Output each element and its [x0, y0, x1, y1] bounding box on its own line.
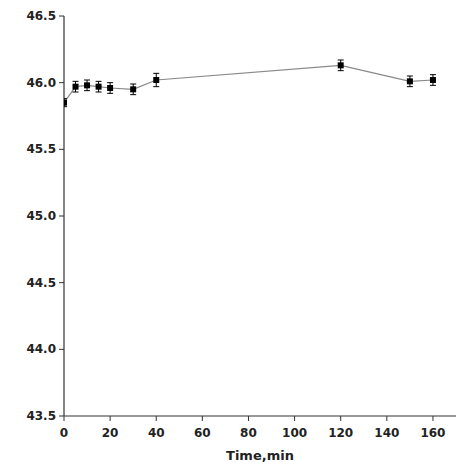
- axes: 0 20 40 60 80 100 120 140 160 43.5 44.0 44.5 45.0 45.…: [26, 9, 456, 440]
- x-tick: [386, 416, 387, 421]
- y-tick-label: 46.5: [26, 9, 56, 23]
- error-bar: [73, 81, 79, 92]
- y-tick-label: 46.0: [26, 76, 56, 90]
- x-tick: [294, 416, 295, 421]
- marker: [107, 85, 113, 91]
- error-bar: [64, 99, 67, 107]
- y-tick: [59, 416, 64, 417]
- x-tick-label: 40: [148, 426, 165, 440]
- x-tick-label: 80: [240, 426, 257, 440]
- marker: [84, 82, 90, 88]
- error-bar: [107, 83, 113, 94]
- x-tick-label: 20: [102, 426, 119, 440]
- error-bar: [84, 80, 90, 91]
- x-tick: [202, 416, 203, 421]
- error-bar: [430, 75, 436, 86]
- x-tick: [248, 416, 249, 421]
- x-tick-label: 60: [194, 426, 211, 440]
- y-tick-label: 45.5: [26, 142, 56, 156]
- marker: [130, 86, 136, 92]
- y-tick-label: 43.5: [26, 409, 56, 423]
- x-axis-label: Time,min: [226, 448, 294, 463]
- x-tick: [64, 416, 65, 421]
- marker: [96, 84, 102, 90]
- x-tick-label: 0: [60, 426, 68, 440]
- x-tick-label: 160: [420, 426, 445, 440]
- line: [64, 65, 433, 102]
- error-bar: [153, 73, 159, 86]
- marker: [153, 77, 159, 83]
- x-tick: [156, 416, 157, 421]
- x-axis-line: [64, 415, 456, 416]
- x-tick: [110, 416, 111, 421]
- y-tick: [59, 149, 64, 150]
- marker: [73, 84, 79, 90]
- x-tick: [340, 416, 341, 421]
- y-tick-label: 44.0: [26, 342, 56, 356]
- marker: [338, 62, 344, 68]
- chart: 0 20 40 60 80 100 120 140 160 43.5 44.0 44.5 45.0 45.…: [0, 0, 474, 474]
- y-tick-label: 44.5: [26, 276, 56, 290]
- error-bar: [338, 60, 344, 71]
- y-tick: [59, 282, 64, 283]
- marker: [407, 78, 413, 84]
- plot-area: [64, 60, 436, 107]
- x-tick-label: 120: [328, 426, 353, 440]
- x-tick: [432, 416, 433, 421]
- error-bar: [407, 76, 413, 87]
- error-bar: [130, 84, 136, 95]
- x-tick-label: 100: [282, 426, 307, 440]
- chart-container: 0 20 40 60 80 100 120 140 160 43.5 44.0 44.5 45.0 45.…: [0, 0, 474, 474]
- marker: [64, 100, 67, 106]
- y-tick: [59, 349, 64, 350]
- y-tick: [59, 82, 64, 83]
- y-tick-label: 45.0: [26, 209, 56, 223]
- marker: [430, 77, 436, 83]
- y-tick: [59, 216, 64, 217]
- error-bar: [96, 81, 102, 92]
- x-tick-label: 140: [374, 426, 399, 440]
- y-tick: [59, 16, 64, 17]
